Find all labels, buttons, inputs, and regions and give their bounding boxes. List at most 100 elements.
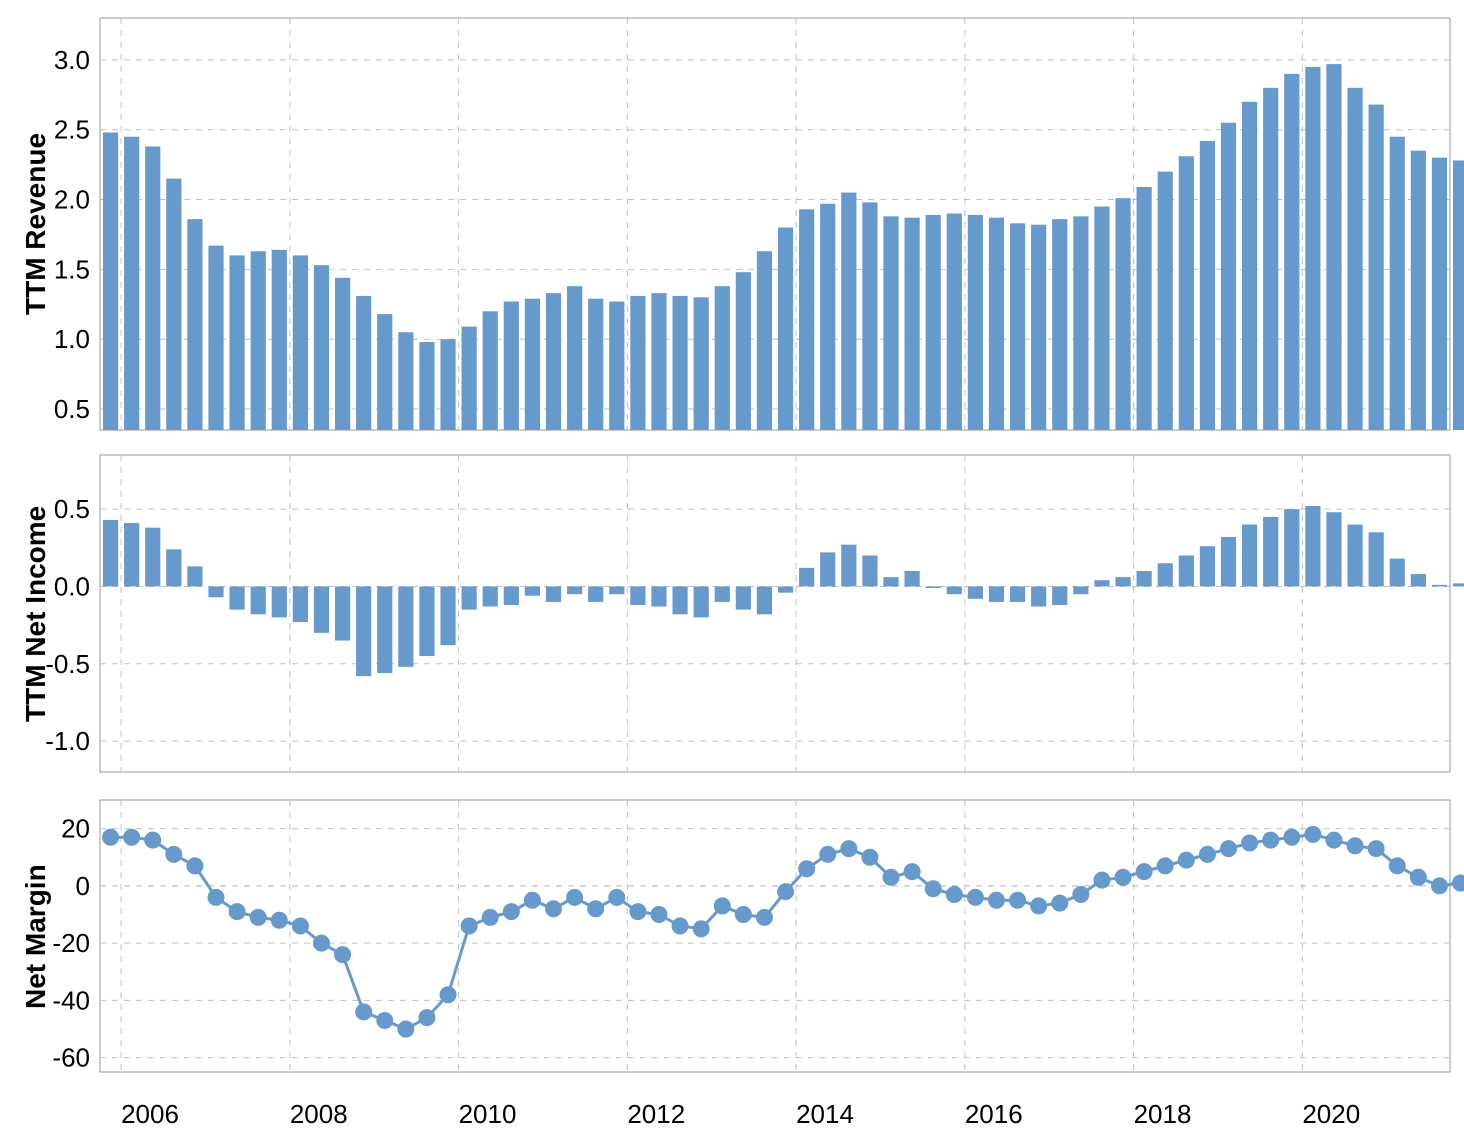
bar bbox=[736, 272, 751, 430]
bar bbox=[1073, 586, 1088, 594]
bar bbox=[1263, 517, 1278, 587]
marker bbox=[756, 909, 772, 925]
marker bbox=[651, 907, 667, 923]
marker bbox=[946, 886, 962, 902]
bar bbox=[398, 586, 413, 666]
bar bbox=[694, 297, 709, 430]
bar bbox=[525, 299, 540, 430]
bar bbox=[1052, 586, 1067, 605]
marker bbox=[967, 889, 983, 905]
bar bbox=[483, 586, 498, 606]
marker bbox=[1431, 878, 1447, 894]
marker bbox=[482, 909, 498, 925]
marker bbox=[925, 881, 941, 897]
bar bbox=[1369, 105, 1384, 430]
bar bbox=[841, 545, 856, 587]
bar bbox=[1411, 574, 1426, 586]
marker bbox=[1199, 846, 1215, 862]
marker bbox=[1347, 838, 1363, 854]
bar bbox=[862, 556, 877, 587]
bar bbox=[272, 250, 287, 430]
panel-net-income bbox=[103, 463, 1464, 676]
bar bbox=[356, 296, 371, 430]
bar bbox=[483, 311, 498, 430]
marker bbox=[693, 921, 709, 937]
bar bbox=[1158, 172, 1173, 430]
xtick-label: 2014 bbox=[796, 1099, 854, 1128]
bar bbox=[947, 214, 962, 430]
marker bbox=[841, 841, 857, 857]
marker bbox=[1284, 829, 1300, 845]
bar bbox=[124, 523, 139, 586]
marker bbox=[166, 846, 182, 862]
marker bbox=[1326, 832, 1342, 848]
bar bbox=[103, 133, 118, 430]
bar bbox=[525, 586, 540, 595]
bar bbox=[841, 193, 856, 430]
ytick-label: 2.0 bbox=[54, 185, 90, 215]
bar bbox=[251, 251, 266, 430]
bar bbox=[1305, 506, 1320, 586]
bar bbox=[377, 586, 392, 673]
xtick-label: 2016 bbox=[965, 1099, 1023, 1128]
bar bbox=[588, 586, 603, 601]
xtick-label: 2010 bbox=[459, 1099, 517, 1128]
bar bbox=[609, 302, 624, 430]
bar bbox=[1284, 74, 1299, 430]
marker bbox=[1178, 852, 1194, 868]
bar bbox=[736, 586, 751, 609]
bar bbox=[1263, 88, 1278, 430]
marker bbox=[250, 909, 266, 925]
bar bbox=[1390, 559, 1405, 587]
marker bbox=[503, 904, 519, 920]
bar bbox=[293, 255, 308, 430]
bar bbox=[314, 265, 329, 430]
chart-stage: 0.51.01.52.02.53.0-1.0-0.50.00.5-60-40-2… bbox=[0, 0, 1464, 1128]
bar bbox=[166, 179, 181, 430]
bar bbox=[546, 586, 561, 601]
marker bbox=[187, 858, 203, 874]
marker bbox=[1031, 898, 1047, 914]
bar bbox=[230, 586, 245, 609]
marker bbox=[271, 912, 287, 928]
bar bbox=[440, 339, 455, 430]
marker bbox=[988, 892, 1004, 908]
marker bbox=[862, 849, 878, 865]
marker bbox=[588, 901, 604, 917]
xtick-label: 2012 bbox=[627, 1099, 685, 1128]
marker bbox=[883, 869, 899, 885]
bar bbox=[799, 209, 814, 430]
ytick-label: 3.0 bbox=[54, 45, 90, 75]
xtick-label: 2006 bbox=[121, 1099, 179, 1128]
bar bbox=[630, 586, 645, 605]
bar bbox=[883, 577, 898, 586]
bar bbox=[1179, 556, 1194, 587]
marker bbox=[335, 947, 351, 963]
bar bbox=[567, 286, 582, 430]
bar bbox=[419, 342, 434, 430]
bar bbox=[968, 215, 983, 430]
bar bbox=[651, 293, 666, 430]
bar bbox=[208, 246, 223, 430]
marker bbox=[546, 901, 562, 917]
marker bbox=[1305, 826, 1321, 842]
ytick-label: 20 bbox=[61, 814, 90, 844]
marker bbox=[377, 1012, 393, 1028]
ylabel-net-margin: Net Margin bbox=[20, 864, 52, 1009]
marker bbox=[1242, 835, 1258, 851]
marker bbox=[1453, 875, 1464, 891]
bar bbox=[187, 566, 202, 586]
bar bbox=[462, 586, 477, 609]
line-path bbox=[111, 814, 1464, 1029]
marker bbox=[1073, 886, 1089, 902]
marker bbox=[1052, 895, 1068, 911]
bar bbox=[715, 286, 730, 430]
marker bbox=[1010, 892, 1026, 908]
bar bbox=[1326, 512, 1341, 586]
bar bbox=[1200, 546, 1215, 586]
marker bbox=[208, 889, 224, 905]
bar bbox=[1073, 216, 1088, 430]
bar bbox=[1432, 585, 1447, 587]
bar bbox=[757, 251, 772, 430]
bar bbox=[356, 586, 371, 676]
